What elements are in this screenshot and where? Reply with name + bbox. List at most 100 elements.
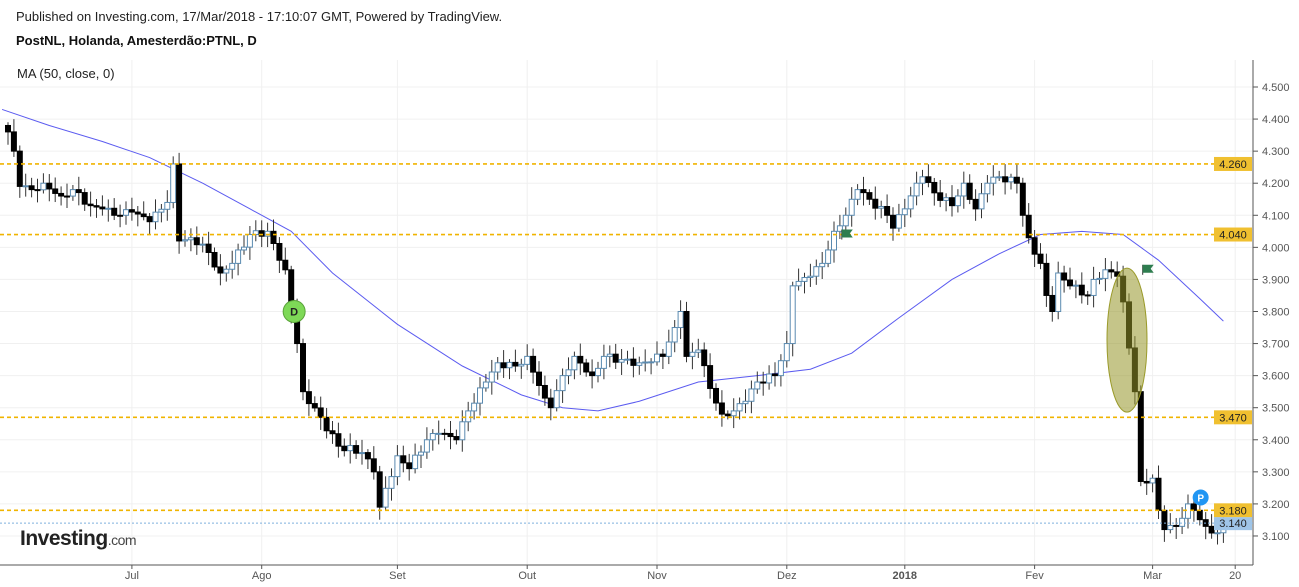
candle xyxy=(317,407,324,418)
candle xyxy=(724,413,731,417)
candle xyxy=(341,445,348,452)
highlight-ellipse xyxy=(1106,267,1148,413)
candle xyxy=(211,251,218,268)
candle xyxy=(323,416,330,432)
candle xyxy=(777,360,784,377)
candle xyxy=(866,192,873,200)
last-price-label: 3.140 xyxy=(1219,518,1247,530)
candle xyxy=(907,195,914,210)
y-tick-label: 3.800 xyxy=(1262,306,1290,318)
level-label-bg xyxy=(1214,410,1252,425)
candle xyxy=(140,213,147,218)
candle xyxy=(931,181,938,194)
level-label-bg xyxy=(1214,227,1252,242)
candle xyxy=(176,163,183,242)
candle xyxy=(754,381,761,390)
candle xyxy=(335,433,342,447)
level-label: 4.040 xyxy=(1219,230,1247,242)
level-label: 3.180 xyxy=(1219,505,1247,517)
candle xyxy=(64,195,70,198)
candle xyxy=(1161,509,1168,531)
x-tick-label: Mar xyxy=(1143,570,1162,582)
candle xyxy=(170,163,177,203)
candle xyxy=(506,361,513,369)
candle xyxy=(895,214,902,229)
candle xyxy=(689,351,696,357)
candle xyxy=(541,384,548,399)
candle xyxy=(518,363,525,367)
candle xyxy=(1102,269,1109,279)
indicator-legend[interactable]: MA (50, close, 0) xyxy=(17,66,115,81)
candle xyxy=(913,182,920,197)
candle xyxy=(182,239,188,242)
candle xyxy=(825,249,832,264)
candle xyxy=(530,355,537,373)
candle xyxy=(482,381,489,389)
candle xyxy=(860,189,867,194)
candle xyxy=(718,402,725,415)
candle xyxy=(488,371,495,383)
candle xyxy=(760,381,767,384)
candle xyxy=(105,207,112,210)
candle xyxy=(10,131,17,152)
candle xyxy=(235,249,242,264)
candle xyxy=(659,353,666,357)
candle xyxy=(589,371,596,377)
candle xyxy=(223,268,230,274)
candle xyxy=(5,124,11,133)
candle xyxy=(949,197,955,207)
candle xyxy=(577,355,584,364)
candle xyxy=(1078,284,1085,296)
marker-label: D xyxy=(290,306,298,318)
candle xyxy=(571,355,578,371)
candle xyxy=(707,365,714,389)
candle xyxy=(654,353,660,363)
candle xyxy=(512,361,519,367)
x-tick-label: 2018 xyxy=(893,570,917,582)
candle xyxy=(1167,524,1174,531)
candle xyxy=(1043,262,1050,296)
candle xyxy=(813,266,820,277)
candle xyxy=(1019,182,1026,216)
candle xyxy=(69,189,76,197)
candle xyxy=(872,198,879,209)
candle xyxy=(600,355,607,369)
candle xyxy=(241,246,247,251)
candle xyxy=(1143,480,1150,484)
y-tick-label: 3.700 xyxy=(1262,339,1290,351)
candle xyxy=(146,216,153,223)
level-label: 3.470 xyxy=(1219,412,1247,424)
symbol-title: PostNL, Holanda, Amesterdão:PTNL, D xyxy=(16,33,257,48)
candle xyxy=(683,310,690,357)
x-tick-label: Out xyxy=(518,570,536,582)
candle xyxy=(28,185,35,191)
candle xyxy=(300,343,306,393)
candle xyxy=(559,375,566,392)
candle xyxy=(117,214,124,217)
candle xyxy=(565,369,572,377)
candle xyxy=(429,433,436,441)
y-tick-label: 3.100 xyxy=(1262,531,1290,543)
candle xyxy=(128,209,135,213)
candle xyxy=(329,430,336,435)
y-tick-label: 4.000 xyxy=(1262,242,1290,254)
candle xyxy=(919,176,926,184)
candle xyxy=(996,176,1003,179)
candle xyxy=(423,439,430,453)
candle xyxy=(848,198,855,216)
candle xyxy=(494,362,501,373)
candle xyxy=(1055,272,1062,312)
candle xyxy=(536,371,542,386)
flag-icon xyxy=(841,229,853,238)
candle xyxy=(713,387,719,404)
candle xyxy=(831,230,837,251)
candle xyxy=(1149,477,1156,484)
candle xyxy=(22,185,29,188)
candle xyxy=(282,259,289,271)
candle xyxy=(152,211,159,223)
candle xyxy=(1090,278,1097,296)
candle xyxy=(58,192,65,197)
candle xyxy=(1002,176,1009,183)
